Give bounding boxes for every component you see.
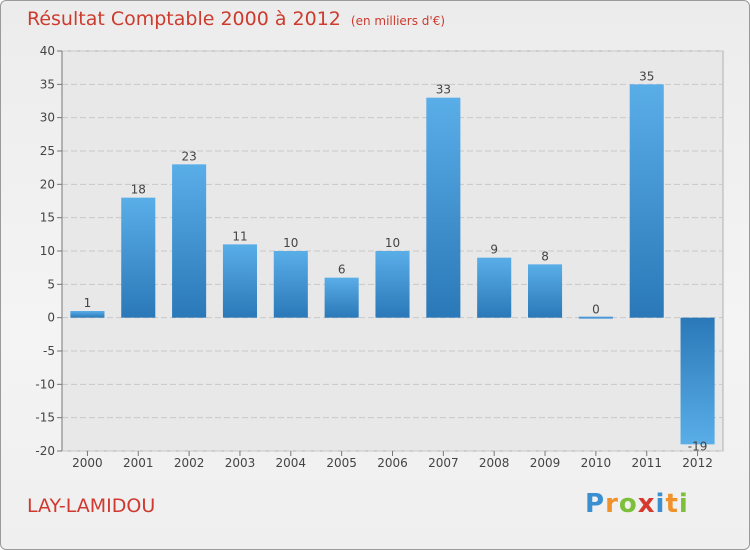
data-label: 6 [338, 263, 346, 277]
bar-2006 [375, 251, 410, 318]
bar-2008 [477, 257, 512, 318]
bar-2005 [324, 277, 359, 318]
data-label: -19 [688, 439, 708, 453]
x-tick-label: 2006 [377, 456, 408, 470]
y-tick-label: 25 [40, 144, 55, 158]
bar-2001 [121, 197, 156, 318]
bar-2010 [578, 316, 613, 319]
data-label: 35 [639, 69, 654, 83]
x-tick-label: 2007 [428, 456, 459, 470]
data-label: 11 [232, 229, 247, 243]
proxiti-logo: Proxiti [585, 489, 689, 519]
logo-letter: t [665, 489, 679, 519]
commune-name: LAY-LAMIDOU [27, 495, 156, 517]
data-label: 10 [283, 236, 298, 250]
bar-2011 [629, 84, 664, 318]
x-tick-label: 2004 [276, 456, 307, 470]
bar-2000 [70, 311, 105, 318]
x-tick-label: 2012 [682, 456, 713, 470]
data-label: 33 [436, 83, 451, 97]
y-tick-label: -15 [35, 411, 55, 425]
data-label: 9 [490, 243, 498, 257]
data-label: 1 [84, 296, 92, 310]
unit-note: (en milliers d'€) [350, 14, 446, 28]
x-tick-label: 2008 [479, 456, 510, 470]
data-label: 10 [385, 236, 400, 250]
logo-letter: x [637, 489, 656, 519]
x-tick-label: 2002 [174, 456, 205, 470]
bar-2007 [426, 97, 461, 318]
logo-letter: i [678, 489, 689, 519]
x-tick-label: 2001 [123, 456, 154, 470]
bar-2009 [528, 264, 563, 318]
y-tick-label: 10 [40, 244, 55, 258]
logo-letter: o [618, 489, 638, 519]
y-tick-label: 35 [40, 77, 55, 91]
title-text: Résultat Comptable 2000 à 2012 [27, 8, 341, 30]
y-tick-label: 5 [47, 277, 55, 291]
x-tick-label: 2000 [72, 456, 103, 470]
bar-2002 [172, 164, 207, 318]
bar-2003 [222, 244, 257, 318]
data-label: 8 [541, 249, 549, 263]
logo-letter: r [605, 489, 619, 519]
y-tick-label: 15 [40, 211, 55, 225]
y-tick-label: 20 [40, 177, 55, 191]
y-tick-label: 0 [47, 311, 55, 325]
data-label: 18 [131, 183, 146, 197]
data-label: 23 [181, 149, 196, 163]
x-tick-label: 2009 [530, 456, 561, 470]
x-tick-label: 2005 [326, 456, 357, 470]
y-tick-label: 30 [40, 111, 55, 125]
bar-2004 [273, 251, 308, 318]
y-tick-label: 40 [40, 44, 55, 58]
y-tick-label: -5 [43, 344, 55, 358]
chart-title: Résultat Comptable 2000 à 2012 (en millie… [27, 8, 445, 30]
y-tick-label: -20 [35, 444, 55, 458]
logo-letter: i [655, 489, 666, 519]
bar-2012 [680, 317, 715, 445]
y-tick-label: -10 [35, 377, 55, 391]
x-tick-label: 2011 [631, 456, 662, 470]
logo-letter: P [585, 489, 606, 519]
x-tick-label: 2010 [581, 456, 612, 470]
data-label: 0 [592, 303, 600, 317]
x-tick-label: 2003 [225, 456, 256, 470]
